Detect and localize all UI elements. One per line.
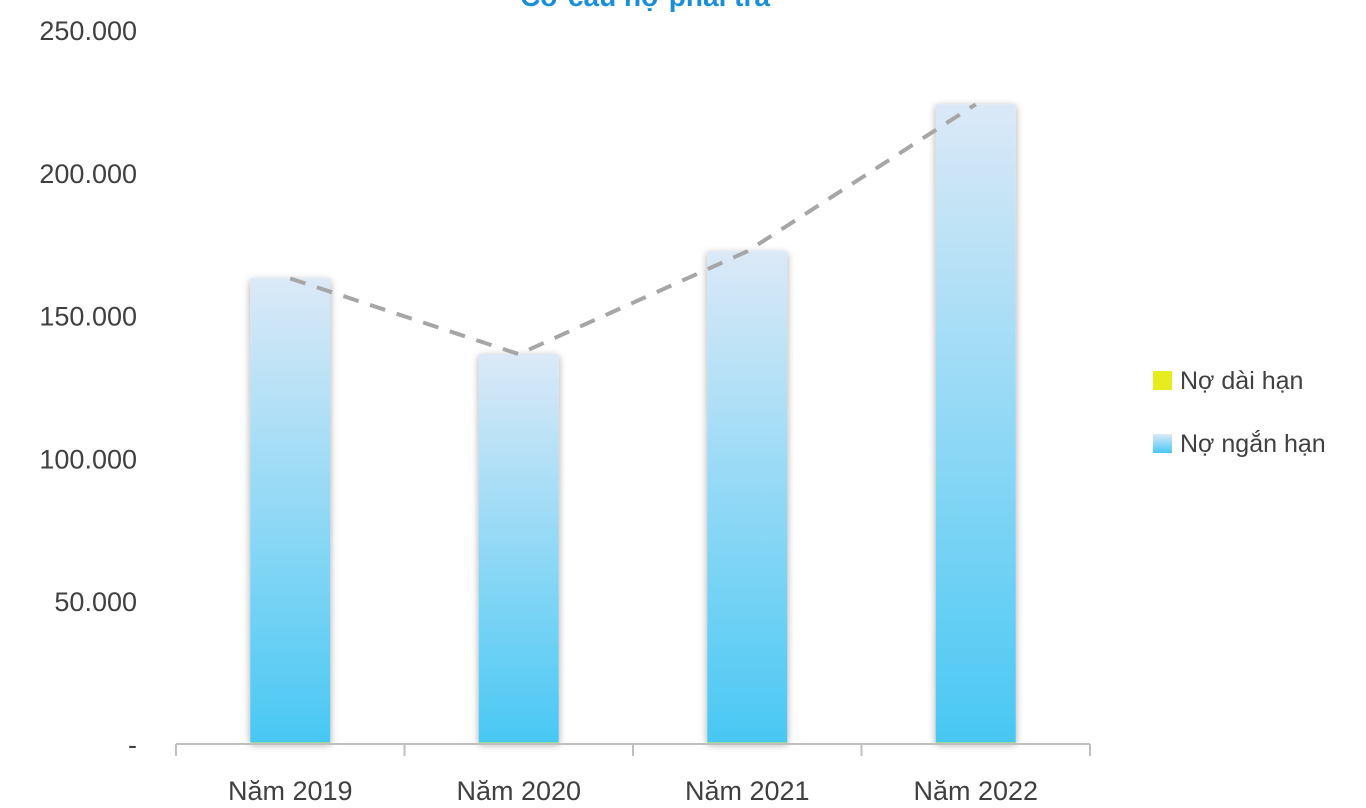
y-tick-label: - [128, 730, 137, 760]
x-tick-label: Năm 2019 [228, 776, 353, 803]
x-tick-label: Năm 2022 [913, 776, 1038, 803]
y-tick-label: 50.000 [54, 587, 137, 617]
y-tick-label: 150.000 [39, 302, 137, 332]
chart-title: Cơ cấu nợ phải trả [520, 0, 770, 12]
legend-swatch-short-term [1153, 434, 1172, 453]
bar-short-term [478, 354, 559, 743]
bars-layer [250, 104, 1016, 744]
legend-label-long-term: Nợ dài hạn [1180, 367, 1303, 395]
y-tick-label: 100.000 [39, 444, 137, 474]
trend-line [289, 102, 977, 357]
legend-swatch-long-term [1153, 371, 1172, 390]
bar-short-term [935, 104, 1016, 743]
bar-short-term [250, 278, 331, 743]
x-axis: Năm 2019 Năm 2020 Năm 2021 Năm 2022 [175, 743, 1091, 806]
trend-layer [289, 102, 977, 357]
x-tick-label: Năm 2021 [685, 776, 810, 803]
bar-short-term [707, 251, 788, 743]
legend-label-short-term: Nợ ngắn hạn [1180, 429, 1326, 458]
y-tick-label: 200.000 [39, 159, 137, 189]
legend: Nợ dài hạn Nợ ngắn hạn [1153, 367, 1326, 458]
y-tick-label: 250.000 [39, 16, 137, 46]
x-tick-label: Năm 2020 [456, 776, 581, 803]
y-axis-labels: - 50.000 100.000 150.000 200.000 250.000 [39, 16, 137, 760]
